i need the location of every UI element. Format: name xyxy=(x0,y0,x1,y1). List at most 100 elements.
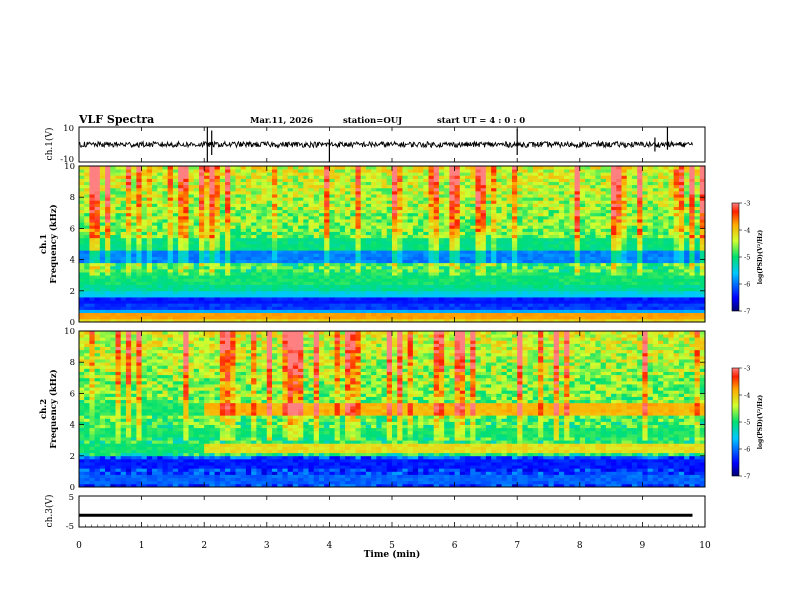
spectrogram-cell xyxy=(308,253,315,257)
spectrogram-cell xyxy=(172,306,179,310)
spectrogram-cell xyxy=(209,312,216,317)
spectrogram-cell xyxy=(198,222,205,226)
spectrogram-cell xyxy=(308,215,315,220)
spectrogram-cell xyxy=(172,200,179,204)
spectrogram-cell xyxy=(397,222,403,226)
spectrogram-cell xyxy=(506,203,513,207)
spectrogram-cell xyxy=(454,222,461,226)
spectrogram-cell xyxy=(188,278,195,282)
spectrogram-cell xyxy=(355,203,362,207)
spectrogram-cell xyxy=(219,225,226,229)
spectrogram-cell xyxy=(485,172,492,176)
spectrogram-cell xyxy=(449,206,455,211)
spectrogram-cell xyxy=(183,315,189,320)
spectrogram-cell xyxy=(465,215,471,220)
spectrogram-cell xyxy=(110,234,116,239)
spectrogram-cell xyxy=(564,275,570,279)
date-label: Mar.11, 2026 xyxy=(250,116,313,126)
spectrogram-cell xyxy=(225,287,231,292)
spectrogram-cell xyxy=(360,166,367,170)
spectrogram-cell xyxy=(438,309,445,314)
spectrogram-cell xyxy=(438,194,445,198)
spectrogram-cell xyxy=(334,278,341,282)
spectrogram-cell xyxy=(491,290,497,295)
spectrogram-cell xyxy=(334,172,341,176)
spectrogram-cell xyxy=(120,287,127,292)
spectrogram-cell xyxy=(558,240,565,245)
spectrogram-cell xyxy=(511,197,518,201)
spectrogram-cell xyxy=(506,250,513,254)
spectrogram-cell xyxy=(324,184,330,189)
spectrogram-cell xyxy=(313,303,320,307)
spectrogram-cell xyxy=(386,203,393,207)
spectrogram-cell xyxy=(167,303,174,307)
spectrogram-cell xyxy=(543,200,549,204)
spectrogram-cell xyxy=(282,190,289,195)
spectrogram-cell xyxy=(178,234,184,239)
spectrogram-cell xyxy=(110,240,116,245)
spectrogram-cell xyxy=(438,293,445,298)
spectrogram-cell xyxy=(120,272,127,276)
spectrogram-cell xyxy=(418,275,424,279)
spectrogram-cell xyxy=(485,197,492,201)
spectrogram-cell xyxy=(287,175,294,179)
spectrogram-cell xyxy=(402,256,409,260)
spectrogram-cell xyxy=(172,187,179,192)
spectrogram-cell xyxy=(209,256,216,260)
spectrogram-cell xyxy=(397,250,403,254)
spectrogram-cell xyxy=(131,175,137,179)
spectrogram-cell xyxy=(350,240,356,245)
spectrogram-cell xyxy=(125,219,132,223)
spectrogram-cell xyxy=(272,312,278,317)
spectrogram-cell xyxy=(120,175,127,179)
spectrogram-cell xyxy=(230,184,236,189)
spectrogram-cell xyxy=(99,222,106,226)
spectrogram-cell xyxy=(272,262,278,267)
spectrogram-cell xyxy=(89,247,96,251)
spectrogram-cell xyxy=(324,284,330,289)
spectrogram-cell xyxy=(386,190,393,195)
spectrogram-cell xyxy=(444,237,450,242)
spectrogram-cell xyxy=(141,247,148,251)
spectrogram-cell xyxy=(308,272,315,276)
spectrogram-cell xyxy=(527,203,534,207)
spectrogram-cell xyxy=(360,234,367,239)
spectrogram-cell xyxy=(272,187,278,192)
spectrogram-cell xyxy=(532,297,539,301)
spectrogram-cell xyxy=(522,303,529,307)
spectrogram-cell xyxy=(261,212,268,217)
spectrogram-cell xyxy=(167,190,174,195)
spectrogram-cell xyxy=(79,297,85,301)
spectrogram-cell xyxy=(178,237,184,242)
spectrogram-cell xyxy=(287,209,294,214)
spectrogram-cell xyxy=(318,297,325,301)
spectrogram-cell xyxy=(491,268,497,273)
spectrogram-cell xyxy=(209,215,216,220)
spectrogram-cell xyxy=(110,187,116,192)
spectrogram-cell xyxy=(339,312,346,317)
spectrogram-cell xyxy=(433,197,440,201)
spectrogram-cell xyxy=(261,247,268,251)
spectrogram-cell xyxy=(94,247,101,251)
spectrogram-cell xyxy=(214,200,221,204)
spectrogram-cell xyxy=(548,240,555,245)
spectrogram-cell xyxy=(120,303,127,307)
spectrogram-cell xyxy=(261,215,268,220)
spectrogram-cell xyxy=(454,240,461,245)
spectrogram-cell xyxy=(240,222,247,226)
spectrogram-cell xyxy=(136,275,142,279)
spectrogram-cell xyxy=(574,303,581,307)
spectrogram-cell xyxy=(381,175,388,179)
spectrogram-cell xyxy=(162,222,169,226)
spectrogram-cell xyxy=(407,225,414,229)
spectrogram-cell xyxy=(329,175,336,179)
spectrogram-cell xyxy=(428,225,435,229)
spectrogram-cell xyxy=(167,240,174,245)
spectrogram-cell xyxy=(428,300,435,304)
spectrogram-cell xyxy=(480,281,487,285)
spectrogram-cell xyxy=(204,228,210,232)
spectrogram-cell xyxy=(511,181,518,186)
spectrogram-cell xyxy=(318,228,325,232)
spectrogram-cell xyxy=(287,268,294,273)
spectrogram-cell xyxy=(386,293,393,298)
